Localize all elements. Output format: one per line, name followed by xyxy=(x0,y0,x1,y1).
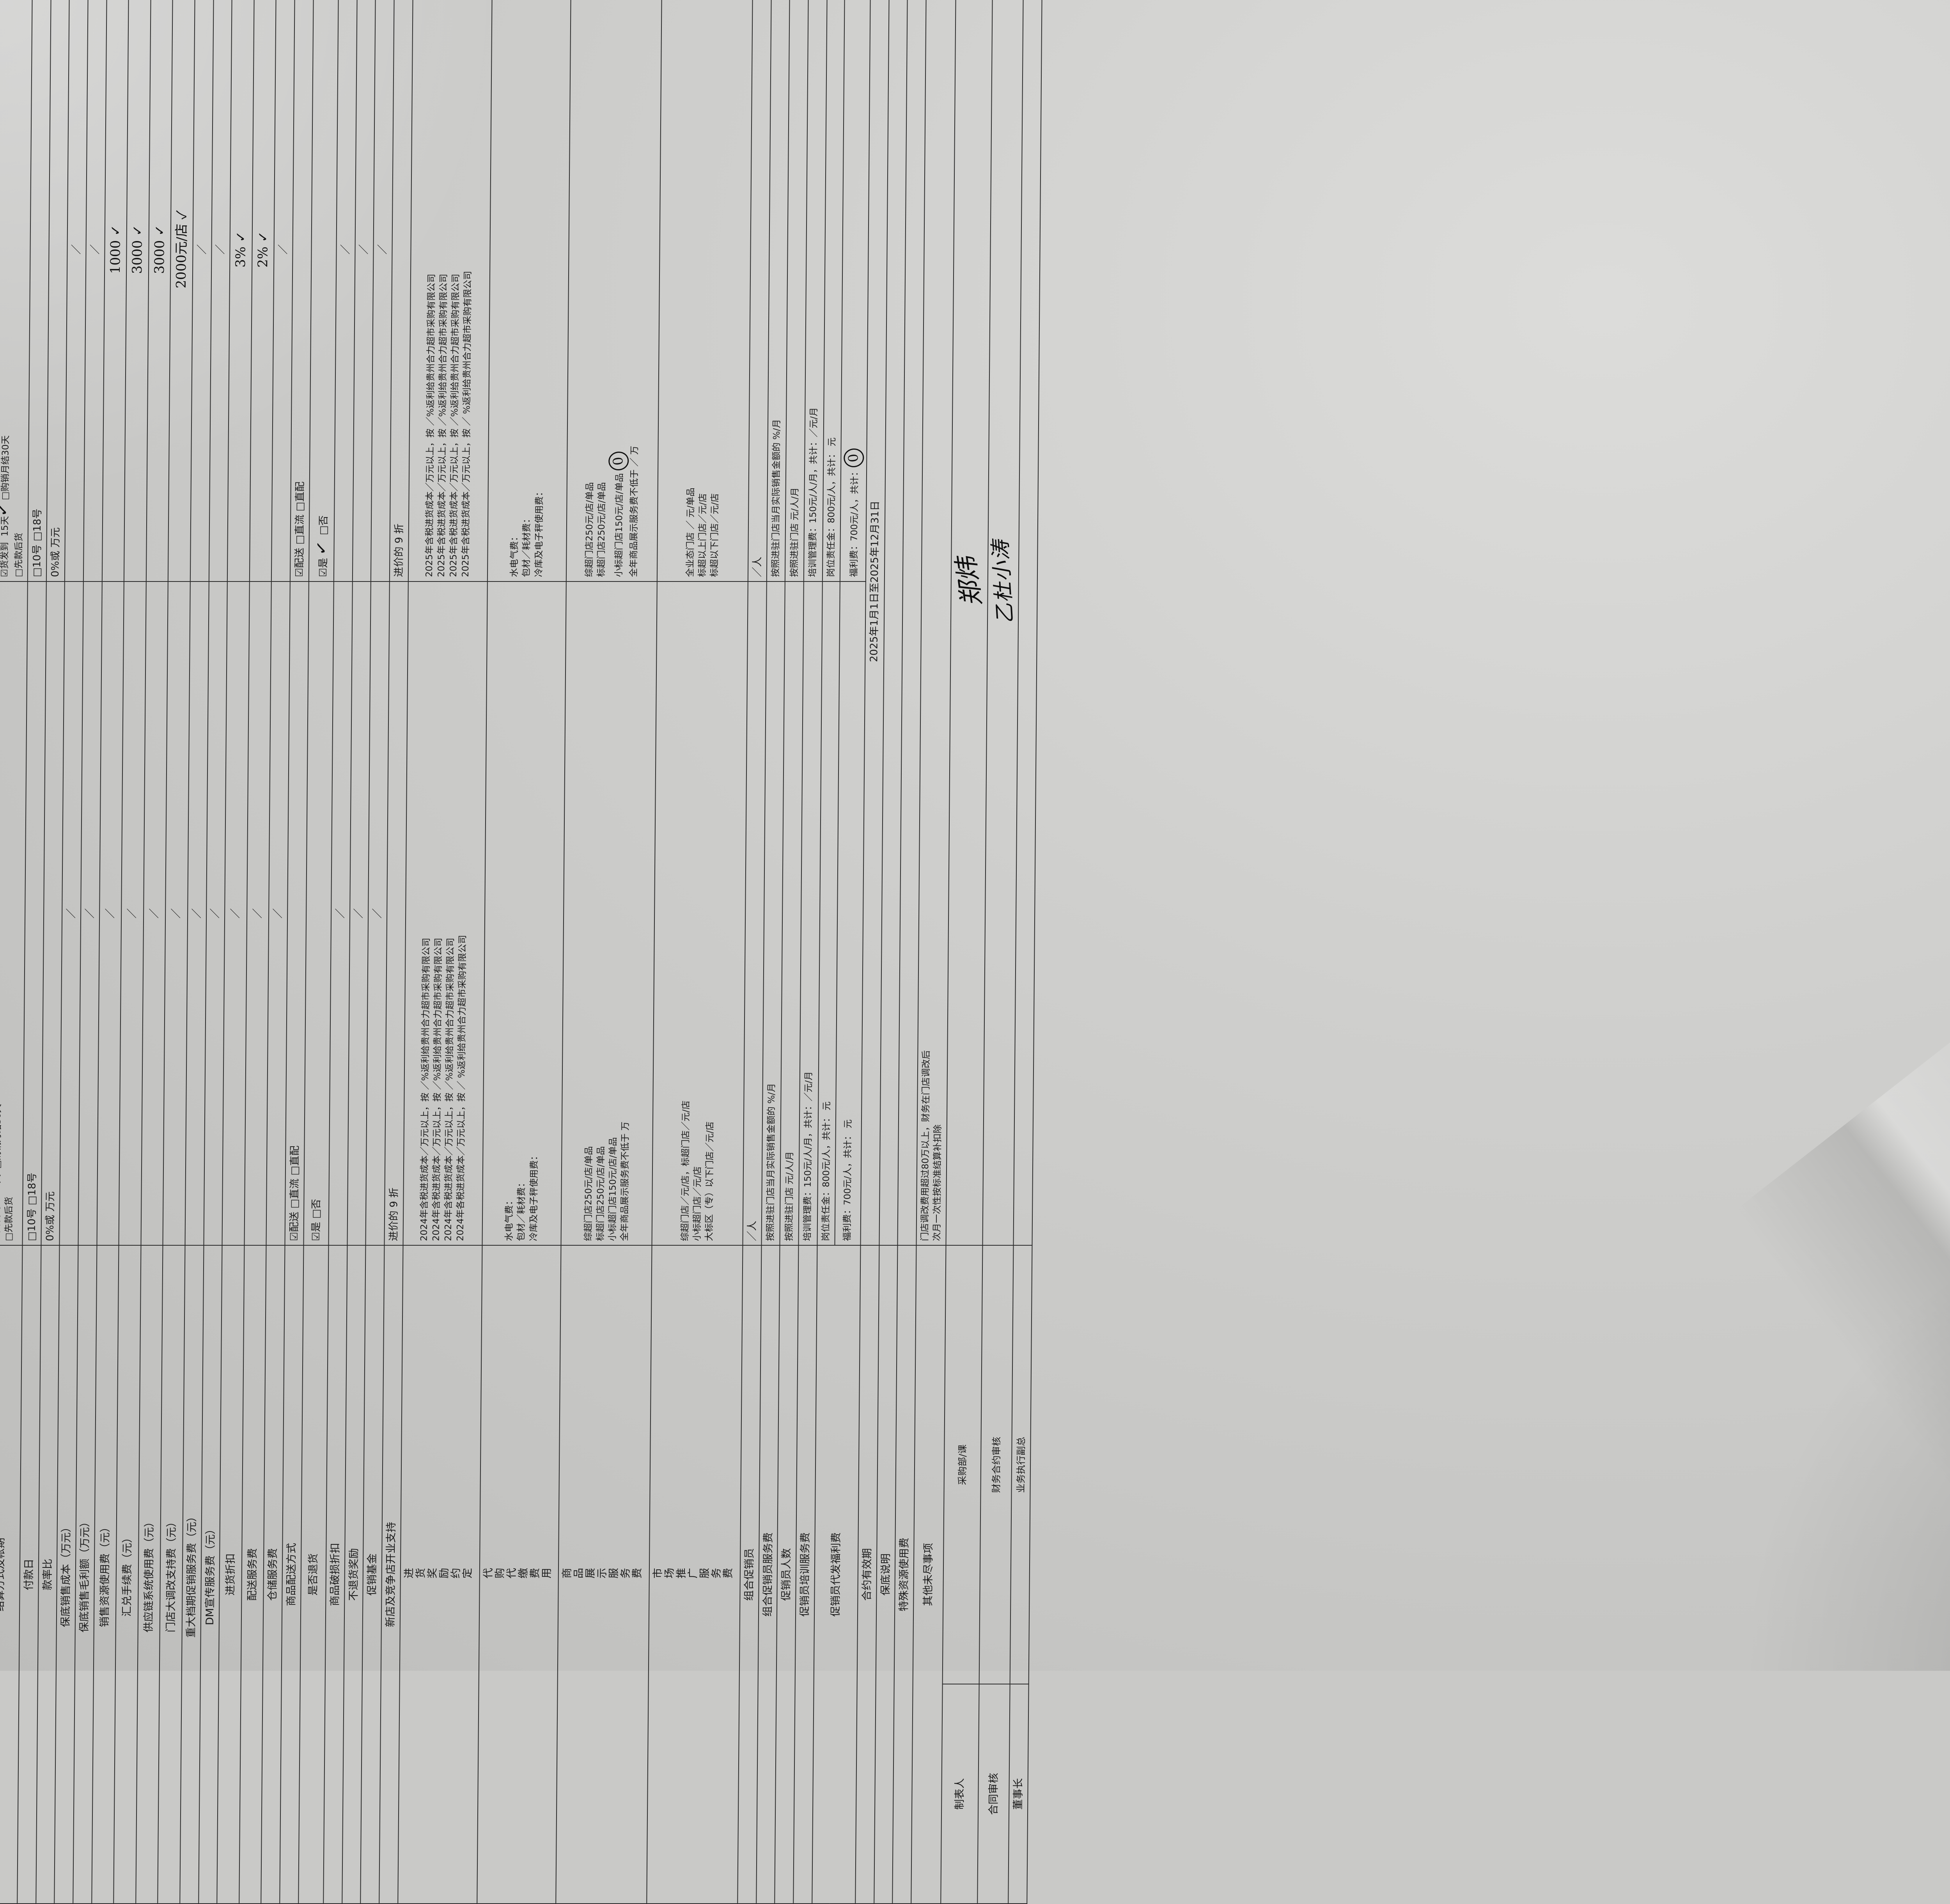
paper-highlight xyxy=(0,0,546,546)
other-matters-label: 其他未尽事项 xyxy=(911,1245,946,1904)
contract-approval-table: 合力超市粮油课2025年度合同条款审批表 供应商信息 供应商编码 3324222… xyxy=(0,0,1043,1904)
agency-fee-2024[interactable]: 水电气费： 包材／耗材费： 冷库及电子秤使用费： xyxy=(482,581,567,1246)
display-fee-2025[interactable]: 综超门店250元/店/单品 标超门店250元/店/单品 小标超门店150元/店/… xyxy=(566,0,663,581)
row-value-2025[interactable]: ☑货发到 15天✓ □购销月结30天 □先款后货 xyxy=(0,0,33,581)
market-fee-label: 市场推广服务费 xyxy=(647,1245,743,1904)
scanned-form-sheet: 合力超市粮油课2025年度合同条款审批表 供应商信息 供应商编码 3324222… xyxy=(0,0,1904,1904)
purchase-reward-2025[interactable]: 2025年含税进货成本／万元以上，按 ／%返利给贵州合力超市采购有限公司 202… xyxy=(408,0,493,581)
display-fee-row: 商品展示服务费 综超门店250元/店/单品 标超门店250元/店/单品 小标超门… xyxy=(556,0,664,1904)
paper-shadow xyxy=(1604,1203,1950,1671)
row-label: 促销员代发福利费 xyxy=(812,1245,861,1904)
display-fee-label: 商品展示服务费 xyxy=(556,1245,652,1904)
agency-fee-2025[interactable]: 水电气费： 包材／耗材费： 冷库及电子秤使用费： xyxy=(487,0,572,581)
signoff-label-contract-review: 合同审核 xyxy=(977,1684,1010,1904)
purchase-reward-label: 进货奖励约定 xyxy=(398,1245,482,1904)
market-fee-2024[interactable]: 综超门店／元/店，标超门店／元/店 小标超门店／元/店 大标区（专）以下门店／元… xyxy=(652,581,748,1246)
paper-background xyxy=(0,0,1950,1671)
market-fee-2025[interactable]: 全业态门店 ／ 元/单品 标超以上门店／元/店 标超以下门店／元/店 xyxy=(657,0,753,581)
signoff-label-chairman: 董事长 xyxy=(1008,1684,1029,1904)
agency-fee-label: 代购代缴费用 xyxy=(477,1245,561,1904)
signoff-dept-contract-review: 财务合约审核 xyxy=(979,1245,1014,1684)
market-fee-row: 市场推广服务费 综超门店／元/店，标超门店／元/店 小标超门店／元/店 大标区（… xyxy=(647,0,754,1904)
display-fee-2024[interactable]: 综超门店250元/店/单品 标超门店250元/店/单品 小标超门店150元/店/… xyxy=(561,581,657,1246)
signoff-dept-preparer: 采购部/课 xyxy=(942,1245,983,1684)
circled-mark: 0 xyxy=(843,447,865,468)
circled-mark: 0 xyxy=(608,450,630,472)
signoff-label-preparer: 制表人 xyxy=(941,1684,979,1904)
signoff-dept-chairman: 业务执行副总 xyxy=(1010,1245,1032,1684)
purchase-reward-2024[interactable]: 2024年含税进货成本／万元以上，按 ／%返利给贵州合力超市采购有限公司 202… xyxy=(403,581,488,1246)
